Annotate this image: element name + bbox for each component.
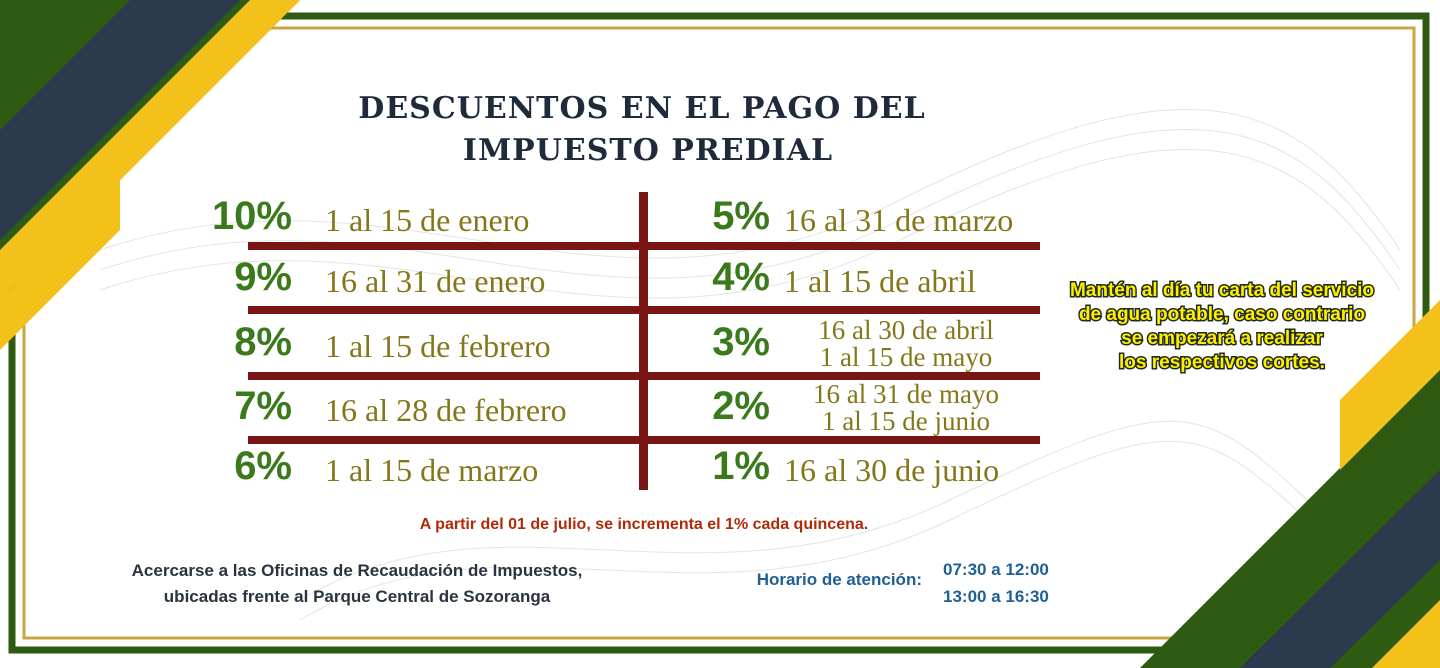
discount-percent: 4% xyxy=(712,255,770,299)
discount-dates: 16 al 30 de junio xyxy=(784,452,999,488)
discount-dates: 16 al 30 de abril xyxy=(818,315,993,345)
discount-percent: 10% xyxy=(212,194,292,238)
discount-percent: 7% xyxy=(234,384,292,428)
discount-dates: 1 al 15 de junio xyxy=(822,406,990,436)
table-lines xyxy=(248,192,1040,490)
offices: Acercarse a las Oficinas de Recaudación … xyxy=(132,561,583,580)
schedule-time: 13:00 a 16:30 xyxy=(943,587,1049,606)
discount-dates: 16 al 28 de febrero xyxy=(325,392,567,428)
discount-percent: 6% xyxy=(234,444,292,488)
offices: ubicadas frente al Parque Central de Soz… xyxy=(164,587,551,606)
discount-percent: 3% xyxy=(712,320,770,364)
schedule-time: 07:30 a 12:00 xyxy=(943,560,1049,579)
increment-note: A partir del 01 de julio, se incrementa … xyxy=(420,516,868,533)
discount-percent: 2% xyxy=(712,384,770,428)
discount-percent: 1% xyxy=(712,444,770,488)
discount-dates: 16 al 31 de marzo xyxy=(784,202,1013,238)
discount-table: 10% 1 al 15 de enero 9% 16 al 31 de enero 8%… xyxy=(212,194,1013,488)
discount-percent: 8% xyxy=(234,320,292,364)
discount-dates: 1 al 15 de mayo xyxy=(820,342,992,372)
title: IMPUESTO PREDIAL xyxy=(463,133,833,168)
notice: se empezará a realizar xyxy=(1121,328,1323,349)
schedule-label: Horario de atención: xyxy=(757,570,922,589)
discount-dates: 1 al 15 de marzo xyxy=(325,452,538,488)
discount-dates: 16 al 31 de mayo xyxy=(813,379,999,409)
discount-dates: 1 al 15 de enero xyxy=(325,202,529,238)
notice: Mantén al día tu carta del servicio xyxy=(1070,280,1374,301)
discount-dates: 16 al 31 de enero xyxy=(325,263,545,299)
discount-dates: 1 al 15 de febrero xyxy=(325,328,551,364)
discount-percent: 5% xyxy=(712,194,770,238)
discount-percent: 9% xyxy=(234,255,292,299)
discount-dates: 1 al 15 de abril xyxy=(784,263,976,299)
notice: los respectivos cortes. xyxy=(1119,352,1325,373)
notice: de agua potable, caso contrario xyxy=(1079,304,1365,325)
title: DESCUENTOS EN EL PAGO DEL xyxy=(358,91,925,126)
